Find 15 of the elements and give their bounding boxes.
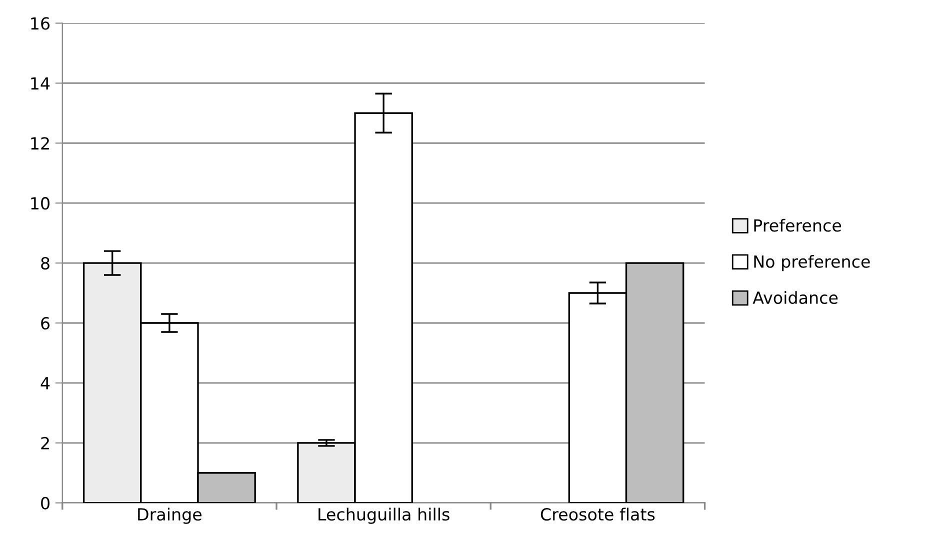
legend-label: Avoidance <box>752 291 838 304</box>
y-tick-label: 16 <box>31 17 50 30</box>
y-tick-label: 14 <box>31 77 50 90</box>
y-tick-label: 0 <box>41 496 50 510</box>
y-tick-label: 6 <box>41 316 50 330</box>
x-tick-label: Creosote flats <box>540 508 655 521</box>
y-tick-label: 4 <box>40 377 50 390</box>
x-tick-label: Lechuguilla hills <box>318 508 450 524</box>
x-tick-label: Drainge <box>138 508 202 524</box>
y-tick-label: 10 <box>31 197 50 210</box>
legend-label: No preference <box>754 254 870 272</box>
legend-label: Preference <box>754 218 842 232</box>
y-tick-label: 12 <box>31 137 49 150</box>
y-tick-label: 8 <box>41 256 50 270</box>
y-tick-label: 2 <box>41 436 49 450</box>
